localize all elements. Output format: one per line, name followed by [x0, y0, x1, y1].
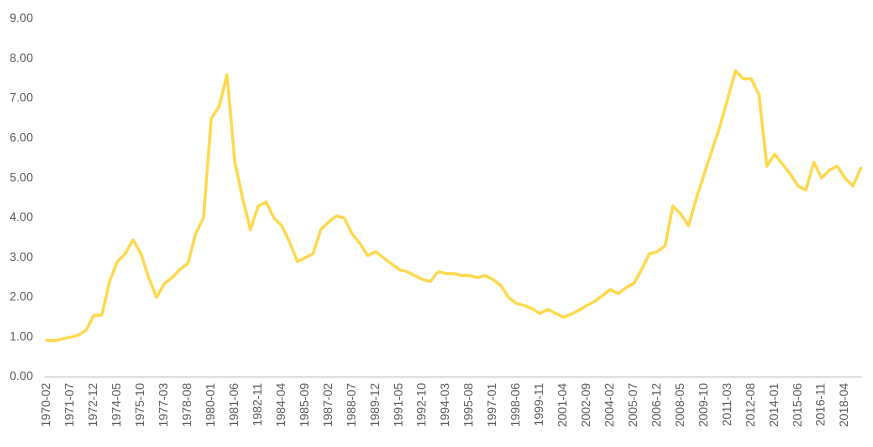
x-tick-label: 1981-06 — [227, 383, 241, 427]
y-tick-label: 2.00 — [10, 290, 34, 304]
y-tick-label: 7.00 — [10, 91, 34, 105]
x-tick-label: 2012-08 — [743, 383, 757, 427]
x-tick-label: 2016-11 — [814, 383, 828, 426]
x-tick-label: 2009-10 — [696, 383, 710, 427]
x-tick-label: 1994-03 — [438, 383, 452, 427]
y-tick-label: 6.00 — [10, 131, 34, 145]
x-tick-label: 1998-06 — [509, 383, 523, 427]
x-tick-label: 2006-12 — [649, 383, 663, 427]
x-tick-label: 2001-04 — [556, 383, 570, 427]
y-tick-label: 3.00 — [10, 250, 34, 264]
x-tick-label: 2005-07 — [626, 383, 640, 427]
x-tick-label: 2008-05 — [673, 383, 687, 427]
x-tick-label: 1999-11 — [532, 383, 546, 426]
x-tick-label: 1989-12 — [368, 383, 382, 427]
x-tick-label: 1991-05 — [391, 383, 405, 427]
x-tick-label: 2002-09 — [579, 383, 593, 427]
y-tick-label: 0.00 — [10, 369, 34, 383]
y-tick-label: 9.00 — [10, 11, 34, 25]
x-tick-label: 1975-10 — [133, 383, 147, 427]
x-tick-label: 1988-07 — [344, 383, 358, 427]
x-tick-label: 2015-06 — [790, 383, 804, 427]
x-tick-label: 2018-04 — [837, 383, 851, 427]
x-tick-label: 1980-01 — [203, 383, 217, 427]
x-tick-label: 1982-11 — [250, 383, 264, 426]
x-tick-label: 2014-01 — [767, 383, 781, 427]
x-tick-label: 1970-02 — [39, 383, 53, 427]
x-tick-label: 1971-07 — [63, 383, 77, 427]
y-tick-label: 5.00 — [10, 170, 34, 184]
y-tick-label: 1.00 — [10, 329, 34, 343]
x-tick-label: 1992-10 — [415, 383, 429, 427]
x-tick-label: 1978-08 — [180, 383, 194, 427]
x-tick-label: 1985-09 — [297, 383, 311, 427]
x-tick-label: 1984-04 — [274, 383, 288, 427]
x-tick-label: 1974-05 — [110, 383, 124, 427]
y-tick-label: 4.00 — [10, 210, 34, 224]
x-tick-label: 1997-01 — [485, 383, 499, 427]
x-tick-label: 2011-03 — [720, 383, 734, 426]
x-tick-label: 1995-08 — [462, 383, 476, 427]
x-tick-label: 1972-12 — [86, 383, 100, 427]
line-series — [45, 69, 863, 343]
x-tick-label: 1977-03 — [157, 383, 171, 427]
x-tick-label: 2004-02 — [602, 383, 616, 427]
x-tick-label: 1987-02 — [321, 383, 335, 427]
y-tick-label: 8.00 — [10, 51, 34, 65]
